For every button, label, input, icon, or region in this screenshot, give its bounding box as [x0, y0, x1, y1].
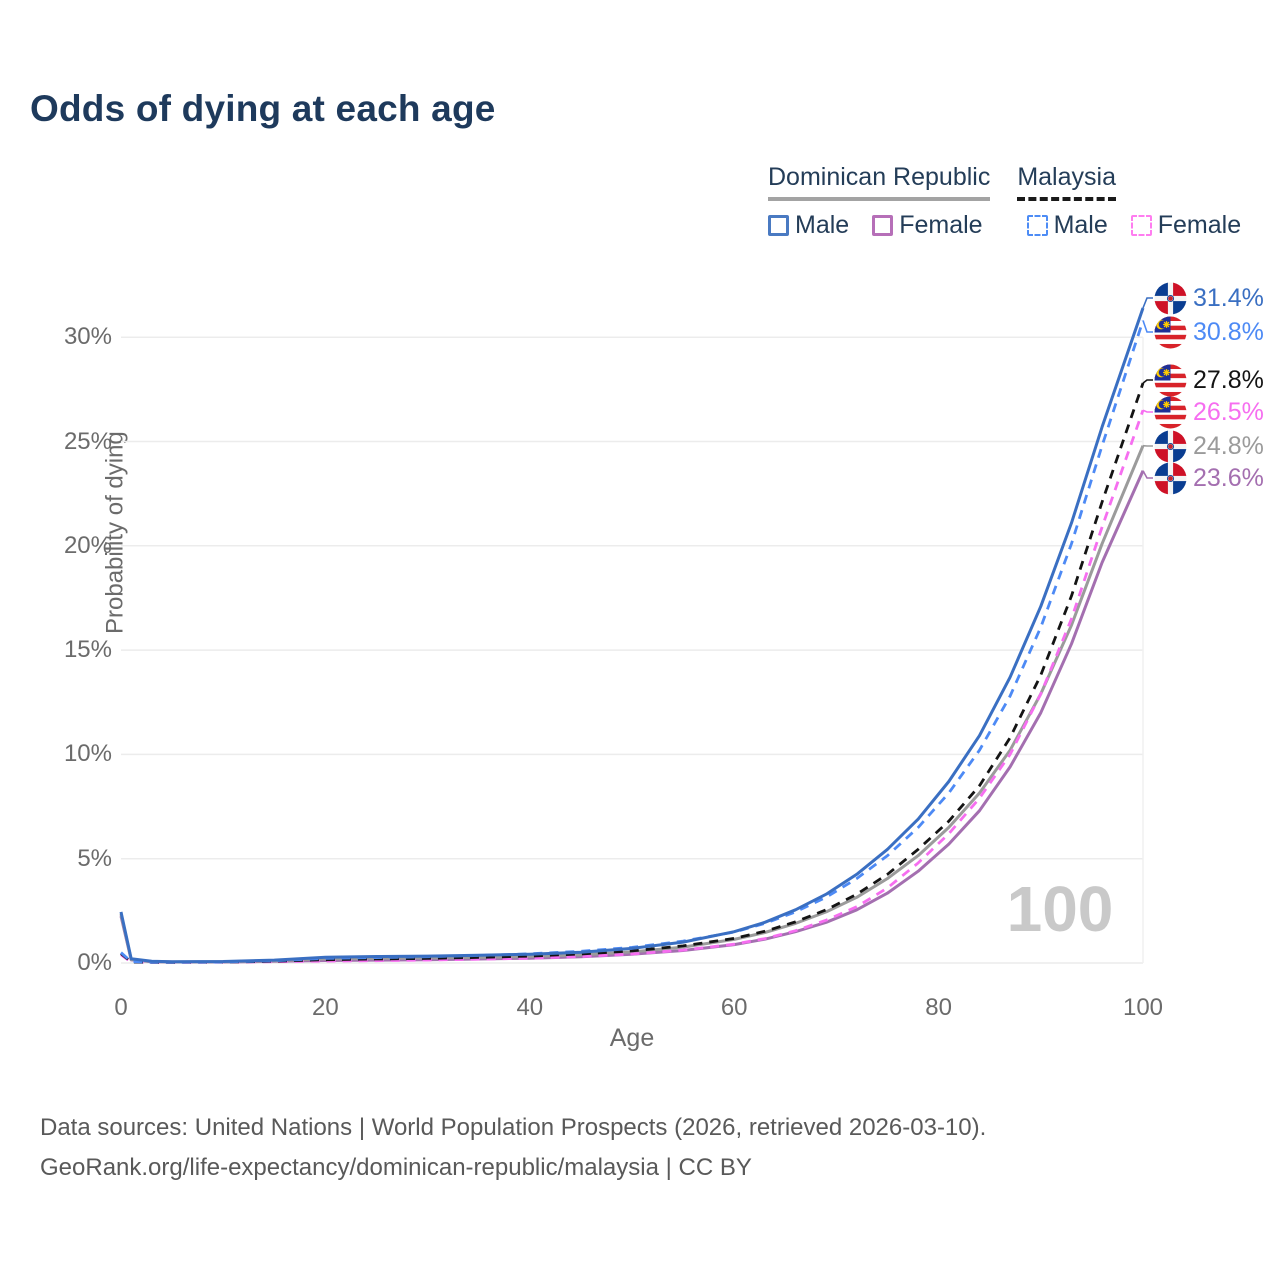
x-tick-label: 60 [720, 994, 748, 1021]
end-label-connector [1142, 297, 1153, 309]
y-tick-label: 5% [77, 844, 112, 872]
y-tick-label: 25% [63, 427, 112, 455]
hover-age-watermark: 100 [1006, 873, 1114, 945]
end-label-value: 24.8% [1193, 432, 1264, 460]
series-line-malaysia-female[interactable] [120, 409, 1145, 964]
dr-male-swatch-icon [768, 215, 789, 236]
flag-icon-do [1154, 430, 1187, 463]
legend-item-my-male[interactable]: Male [1026, 211, 1108, 240]
legend-item-label: Female [1157, 211, 1242, 239]
end-label-malaysia-female: 26.5% [1154, 396, 1264, 429]
end-label-connector [1142, 409, 1153, 413]
flag-icon-my [1154, 396, 1187, 429]
flag-icon-my [1154, 316, 1187, 349]
end-label-malaysia-male: 30.8% [1154, 316, 1264, 349]
end-label-dominican-republic-female: 23.6% [1154, 462, 1264, 495]
footer-data-sources: Data sources: United Nations | World Pop… [40, 1114, 987, 1141]
y-tick-label: 30% [63, 323, 112, 351]
legend-item-dr-male[interactable]: Male [768, 211, 849, 240]
end-label-connector [1142, 470, 1153, 479]
my-female-swatch-icon [1130, 215, 1152, 236]
series-line-dominican-republic-male[interactable] [119, 307, 1145, 964]
legend-item-my-female[interactable]: Female [1130, 211, 1242, 240]
flag-icon-do [1154, 282, 1187, 315]
flag-icon-do [1154, 462, 1187, 495]
end-label-value: 23.6% [1193, 464, 1264, 492]
end-label-connector [1142, 379, 1153, 384]
legend-cluster-malaysia: Male Female [1026, 211, 1242, 240]
y-tick-label: 0% [77, 949, 112, 976]
end-label-connector [1142, 320, 1153, 333]
x-axis-title: Age [609, 1024, 655, 1052]
footer: Data sources: United Nations | World Pop… [40, 1108, 986, 1188]
x-tick-label: 0 [114, 994, 128, 1021]
series-line-malaysia-both[interactable] [120, 382, 1145, 964]
legend-cluster-dominican-republic: Male Female [768, 211, 983, 240]
x-tick-label: 40 [516, 994, 544, 1021]
legend-item-dr-female[interactable]: Female [872, 211, 983, 240]
legend-group-dominican-republic[interactable]: Dominican Republic [768, 163, 991, 201]
legend-headers: Dominican Republic Malaysia [768, 163, 1248, 201]
end-label-value: 27.8% [1193, 366, 1264, 394]
end-label-dominican-republic-both: 24.8% [1154, 430, 1264, 463]
y-tick-label: 15% [63, 636, 112, 664]
flag-icon-my [1154, 364, 1187, 397]
end-label-dominican-republic-male: 31.4% [1154, 282, 1264, 315]
end-label-value: 30.8% [1193, 318, 1264, 346]
x-tick-label: 100 [1122, 994, 1164, 1021]
end-label-value: 31.4% [1193, 284, 1264, 312]
x-tick-label: 80 [925, 994, 952, 1021]
y-tick-label: 20% [63, 531, 112, 559]
legend-group-malaysia[interactable]: Malaysia [1017, 163, 1116, 201]
page-title: Odds of dying at each age [30, 88, 496, 129]
x-tick-label: 20 [312, 994, 339, 1021]
my-male-swatch-icon [1026, 215, 1048, 236]
legend-item-label: Male [1053, 211, 1108, 239]
legend-item-label: Male [795, 211, 850, 239]
series-line-dominican-republic-both[interactable] [119, 445, 1145, 964]
dr-female-swatch-icon [872, 215, 894, 236]
series-line-malaysia-male[interactable] [120, 320, 1145, 964]
end-label-malaysia-both: 27.8% [1154, 364, 1264, 397]
legend-items: Male Female Male Female [768, 211, 1248, 240]
y-tick-label: 10% [63, 740, 112, 768]
legend-item-label: Female [899, 211, 983, 239]
footer-attribution: GeoRank.org/life-expectancy/dominican-re… [40, 1154, 752, 1181]
legend: Dominican Republic Malaysia Male Female … [768, 163, 1248, 240]
end-label-value: 26.5% [1193, 398, 1264, 426]
